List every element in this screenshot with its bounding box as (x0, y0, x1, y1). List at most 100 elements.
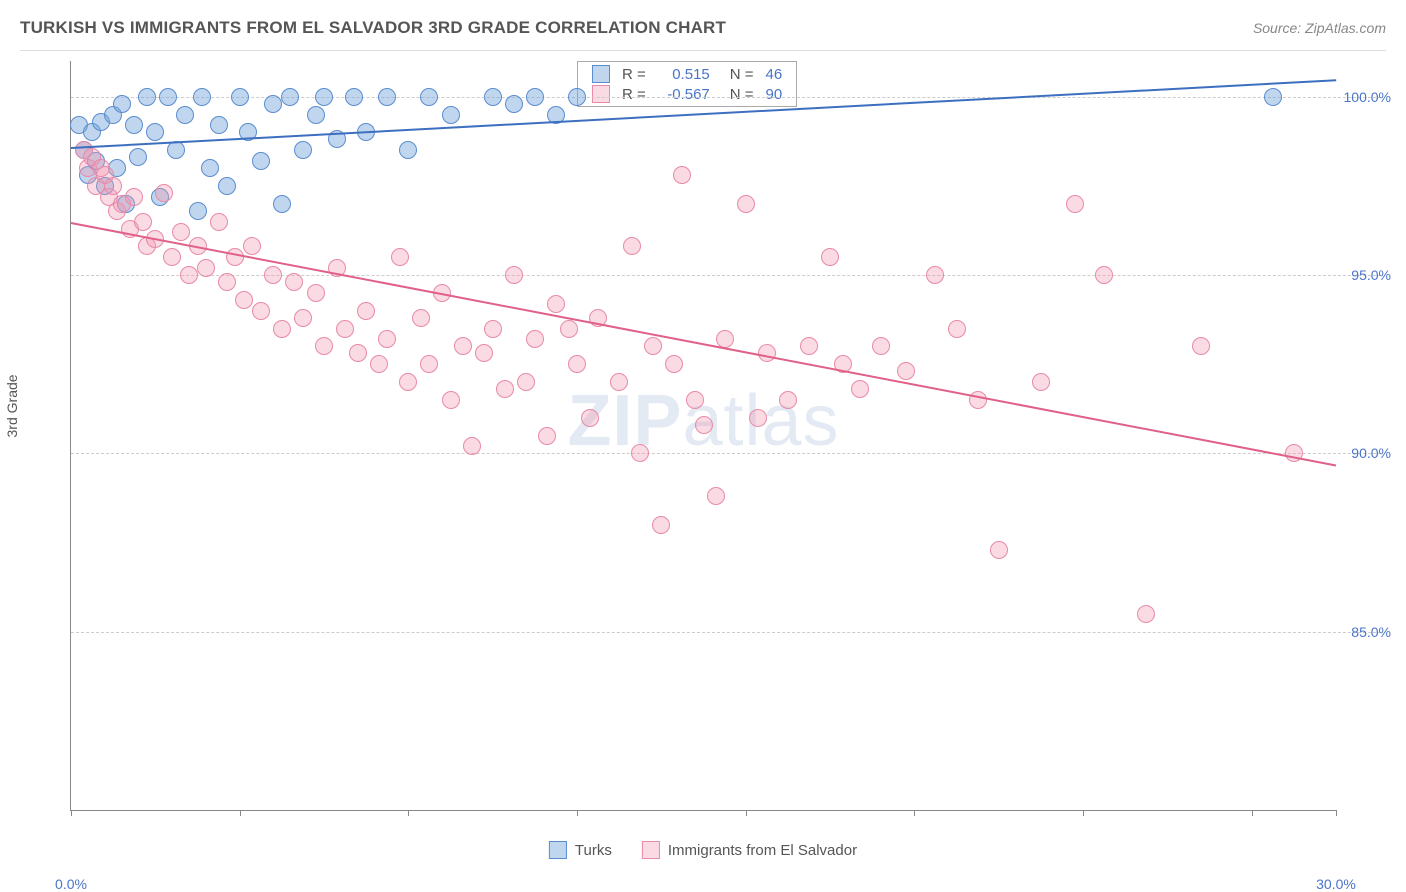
scatter-point (399, 373, 417, 391)
scatter-point (264, 95, 282, 113)
chart-title: TURKISH VS IMMIGRANTS FROM EL SALVADOR 3… (20, 18, 726, 38)
y-tick-label: 90.0% (1351, 445, 1391, 461)
scatter-point (218, 177, 236, 195)
scatter-point (273, 320, 291, 338)
scatter-point (610, 373, 628, 391)
y-tick-label: 85.0% (1351, 624, 1391, 640)
scatter-point (294, 309, 312, 327)
scatter-point (581, 409, 599, 427)
scatter-point (484, 320, 502, 338)
scatter-point (547, 295, 565, 313)
x-tick (71, 810, 72, 816)
scatter-point (113, 95, 131, 113)
scatter-point (897, 362, 915, 380)
scatter-point (226, 248, 244, 266)
legend-stats-box: R =0.515N =46R =-0.567N =90 (577, 61, 797, 107)
scatter-point (180, 266, 198, 284)
x-tick (408, 810, 409, 816)
scatter-point (176, 106, 194, 124)
scatter-point (125, 116, 143, 134)
scatter-point (252, 152, 270, 170)
r-value: 0.515 (658, 66, 710, 83)
scatter-point (505, 266, 523, 284)
scatter-point (129, 148, 147, 166)
scatter-point (505, 95, 523, 113)
scatter-point (926, 266, 944, 284)
scatter-point (631, 444, 649, 462)
x-tick (1336, 810, 1337, 816)
scatter-point (315, 337, 333, 355)
legend-swatch (642, 841, 660, 859)
scatter-point (420, 355, 438, 373)
scatter-point (307, 284, 325, 302)
scatter-point (526, 330, 544, 348)
scatter-point (125, 188, 143, 206)
scatter-point (737, 195, 755, 213)
scatter-point (243, 237, 261, 255)
scatter-point (442, 106, 460, 124)
chart-container: TURKISH VS IMMIGRANTS FROM EL SALVADOR 3… (0, 0, 1406, 892)
scatter-point (1264, 88, 1282, 106)
scatter-point (686, 391, 704, 409)
scatter-point (285, 273, 303, 291)
scatter-point (159, 88, 177, 106)
scatter-point (496, 380, 514, 398)
x-tick-label: 0.0% (55, 876, 87, 892)
scatter-point (442, 391, 460, 409)
legend-item: Immigrants from El Salvador (642, 841, 857, 859)
scatter-point (412, 309, 430, 327)
scatter-point (749, 409, 767, 427)
scatter-point (1192, 337, 1210, 355)
scatter-point (235, 291, 253, 309)
plot-area: ZIPatlas R =0.515N =46R =-0.567N =90 85.… (70, 61, 1336, 811)
scatter-point (252, 302, 270, 320)
scatter-point (197, 259, 215, 277)
scatter-point (307, 106, 325, 124)
legend-item: Turks (549, 841, 612, 859)
scatter-point (623, 237, 641, 255)
scatter-point (134, 213, 152, 231)
scatter-point (201, 159, 219, 177)
scatter-point (1095, 266, 1113, 284)
scatter-point (463, 437, 481, 455)
scatter-point (652, 516, 670, 534)
scatter-point (560, 320, 578, 338)
scatter-point (538, 427, 556, 445)
scatter-point (155, 184, 173, 202)
r-label: R = (622, 86, 646, 103)
scatter-point (948, 320, 966, 338)
legend-swatch (549, 841, 567, 859)
scatter-point (673, 166, 691, 184)
scatter-point (345, 88, 363, 106)
scatter-point (568, 88, 586, 106)
r-label: R = (622, 66, 646, 83)
y-tick-label: 100.0% (1344, 89, 1391, 105)
scatter-point (315, 88, 333, 106)
legend-stats-row: R =-0.567N =90 (578, 84, 796, 104)
scatter-point (193, 88, 211, 106)
scatter-point (475, 344, 493, 362)
scatter-point (210, 116, 228, 134)
header: TURKISH VS IMMIGRANTS FROM EL SALVADOR 3… (20, 10, 1386, 51)
scatter-point (665, 355, 683, 373)
x-tick (914, 810, 915, 816)
source-label: Source: ZipAtlas.com (1253, 20, 1386, 36)
scatter-point (231, 88, 249, 106)
scatter-point (872, 337, 890, 355)
x-tick (240, 810, 241, 816)
scatter-point (210, 213, 228, 231)
scatter-point (779, 391, 797, 409)
scatter-point (349, 344, 367, 362)
legend-label: Immigrants from El Salvador (668, 842, 857, 859)
scatter-point (336, 320, 354, 338)
scatter-point (264, 266, 282, 284)
scatter-point (172, 223, 190, 241)
scatter-point (1137, 605, 1155, 623)
scatter-point (273, 195, 291, 213)
scatter-point (378, 330, 396, 348)
chart-area: 3rd Grade ZIPatlas R =0.515N =46R =-0.56… (20, 51, 1386, 871)
scatter-point (454, 337, 472, 355)
gridline-h (71, 453, 1381, 454)
x-tick-label: 30.0% (1316, 876, 1356, 892)
scatter-point (969, 391, 987, 409)
